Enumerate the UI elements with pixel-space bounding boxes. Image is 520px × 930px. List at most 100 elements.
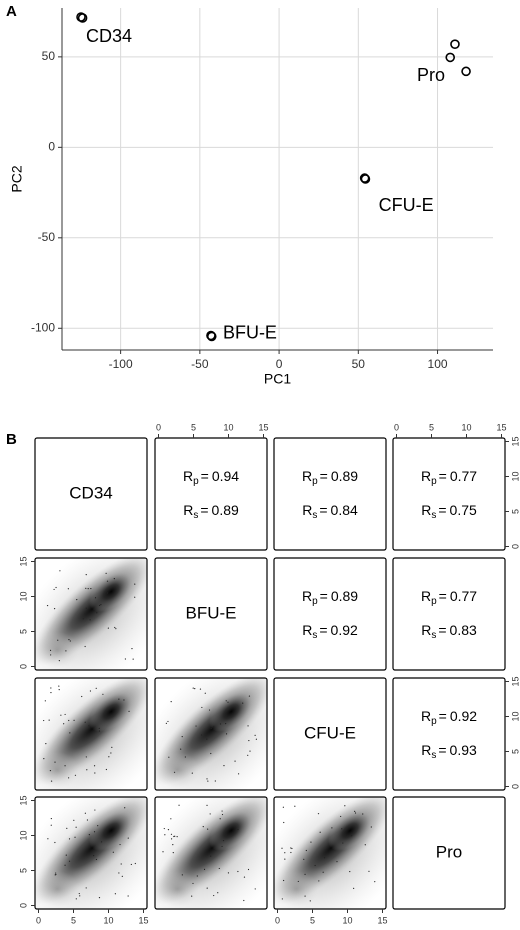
symbol: R bbox=[302, 588, 312, 604]
x-tick-label: 0 bbox=[276, 357, 283, 371]
outlier-dot bbox=[107, 627, 109, 629]
tick-label: 5 bbox=[310, 915, 315, 925]
density-core bbox=[328, 810, 373, 851]
equals: = bbox=[438, 742, 446, 758]
tick-label: 0 bbox=[18, 903, 28, 908]
symbol: R bbox=[421, 708, 431, 724]
outlier-dot bbox=[164, 834, 166, 836]
equals: = bbox=[439, 588, 447, 604]
outlier-dot bbox=[210, 752, 212, 755]
correlation-label: Rs = 0.75 bbox=[421, 502, 477, 521]
outlier-dot bbox=[86, 819, 89, 821]
density-low bbox=[35, 751, 80, 788]
outlier-dot bbox=[64, 713, 66, 716]
outlier-dot bbox=[93, 765, 96, 767]
outlier-dot bbox=[323, 857, 326, 859]
outlier-dot bbox=[74, 836, 76, 838]
outlier-dot bbox=[284, 852, 286, 854]
density-plot bbox=[155, 797, 267, 909]
tick-label: 15 bbox=[138, 915, 148, 925]
outlier-dot bbox=[202, 825, 204, 828]
outlier-dot bbox=[206, 804, 208, 806]
density-core bbox=[209, 810, 254, 851]
outlier-dot bbox=[105, 572, 107, 574]
value: 0.75 bbox=[450, 502, 477, 518]
outlier-dot bbox=[86, 769, 88, 771]
value: 0.83 bbox=[450, 622, 477, 638]
outlier-dot bbox=[362, 813, 364, 815]
outlier-dot bbox=[206, 738, 208, 740]
correlation-label: Rp = 0.89 bbox=[302, 468, 358, 487]
outlier-dot bbox=[319, 831, 321, 833]
value: 0.92 bbox=[331, 622, 358, 638]
outlier-dot bbox=[304, 895, 306, 897]
density-core bbox=[89, 691, 134, 732]
outlier-dot bbox=[283, 879, 285, 882]
equals: = bbox=[201, 468, 209, 484]
outlier-dot bbox=[134, 583, 136, 585]
outlier-dot bbox=[94, 772, 96, 774]
outlier-dot bbox=[84, 812, 86, 814]
outlier-dot bbox=[165, 722, 167, 724]
outlier-dot bbox=[317, 813, 320, 815]
outlier-dot bbox=[98, 730, 100, 732]
outlier-dot bbox=[53, 608, 56, 610]
outlier-dot bbox=[75, 826, 77, 828]
cell-border bbox=[154, 437, 268, 551]
density-plot bbox=[155, 678, 267, 790]
equals: = bbox=[439, 468, 447, 484]
outlier-dot bbox=[84, 645, 86, 648]
outlier-dot bbox=[50, 687, 52, 689]
outlier-dot bbox=[93, 855, 95, 857]
outlier-dot bbox=[120, 863, 122, 865]
outlier-dot bbox=[85, 887, 87, 889]
outlier-dot bbox=[221, 810, 223, 812]
outlier-dot bbox=[78, 892, 80, 895]
outlier-dot bbox=[242, 702, 244, 704]
outlier-dot bbox=[58, 660, 60, 662]
outlier-dot bbox=[206, 853, 208, 856]
outlier-dot bbox=[74, 774, 77, 776]
equals: = bbox=[439, 708, 447, 724]
outlier-dot bbox=[127, 837, 129, 839]
subscript: p bbox=[431, 716, 437, 727]
value: 0.89 bbox=[212, 502, 239, 518]
point-label: CD34 bbox=[86, 26, 132, 46]
outlier-dot bbox=[54, 841, 56, 844]
outlier-dot bbox=[248, 739, 250, 742]
density-low bbox=[155, 751, 200, 788]
outlier-dot bbox=[172, 844, 174, 846]
tick-label: 15 bbox=[510, 676, 520, 686]
outlier-dot bbox=[294, 805, 296, 807]
outlier-dot bbox=[66, 827, 68, 829]
outlier-dot bbox=[68, 777, 70, 779]
outlier-dot bbox=[291, 847, 293, 850]
y-tick-label: -100 bbox=[31, 320, 55, 334]
outlier-dot bbox=[309, 900, 311, 902]
outlier-dot bbox=[50, 691, 52, 694]
outlier-dot bbox=[234, 760, 236, 762]
outlier-dot bbox=[84, 614, 87, 616]
density-low bbox=[35, 631, 80, 668]
outlier-dot bbox=[59, 570, 61, 572]
outlier-dot bbox=[115, 628, 117, 630]
outlier-dot bbox=[195, 725, 197, 727]
symbol: R bbox=[302, 502, 312, 518]
point bbox=[445, 52, 456, 63]
cell-border bbox=[273, 677, 387, 791]
outlier-dot bbox=[49, 769, 52, 772]
outlier-dot bbox=[114, 626, 116, 629]
outlier-dot bbox=[69, 640, 71, 642]
outlier-dot bbox=[282, 806, 284, 808]
point-label: Pro bbox=[417, 65, 445, 85]
point bbox=[360, 174, 371, 184]
outlier-dot bbox=[221, 845, 223, 848]
outlier-dot bbox=[58, 688, 60, 691]
outlier-dot bbox=[134, 862, 136, 865]
value: 0.92 bbox=[450, 708, 477, 724]
outlier-dot bbox=[173, 771, 176, 773]
outlier-dot bbox=[82, 618, 84, 620]
y-axis-label: PC2 bbox=[9, 165, 25, 192]
sample-name: Pro bbox=[436, 842, 462, 861]
symbol: R bbox=[302, 622, 312, 638]
